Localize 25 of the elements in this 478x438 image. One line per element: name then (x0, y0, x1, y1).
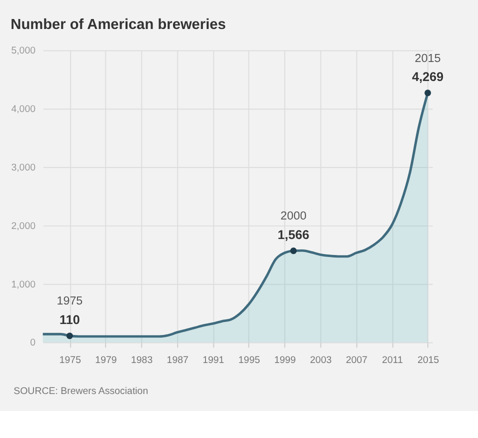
x-tick-label: 2007 (346, 355, 368, 366)
x-tick-label: 1987 (166, 355, 188, 366)
y-tick-label: 5,000 (11, 46, 36, 57)
y-tick-label: 3,000 (11, 162, 36, 174)
source-note: SOURCE: Brewers Association (14, 386, 148, 397)
annotation: 2015 (414, 52, 441, 65)
x-tick-label: 1975 (59, 355, 81, 366)
x-tick-label: 1995 (238, 355, 260, 366)
y-tick-label: 4,000 (11, 104, 36, 116)
x-tick-label: 1983 (130, 355, 153, 366)
data-label: 4,269 (412, 70, 444, 84)
y-tick-label: 1,000 (11, 279, 36, 290)
x-tick-label: 2003 (310, 355, 332, 366)
y-tick-label: 2,000 (11, 220, 36, 232)
annotation: 2000 (280, 210, 307, 223)
x-tick-label: 1991 (202, 355, 224, 366)
x-tick-label: 2011 (382, 355, 403, 366)
data-label: 110 (59, 313, 80, 328)
data-label: 1,566 (278, 228, 310, 242)
x-tick-label: 1979 (95, 355, 117, 366)
y-tick-label: 0 (30, 338, 36, 349)
chart-title: Number of American breweries (10, 16, 226, 33)
annotation: 1975 (56, 294, 83, 308)
x-tick-label: 1999 (274, 355, 296, 366)
x-tick-label: 2015 (417, 355, 440, 366)
